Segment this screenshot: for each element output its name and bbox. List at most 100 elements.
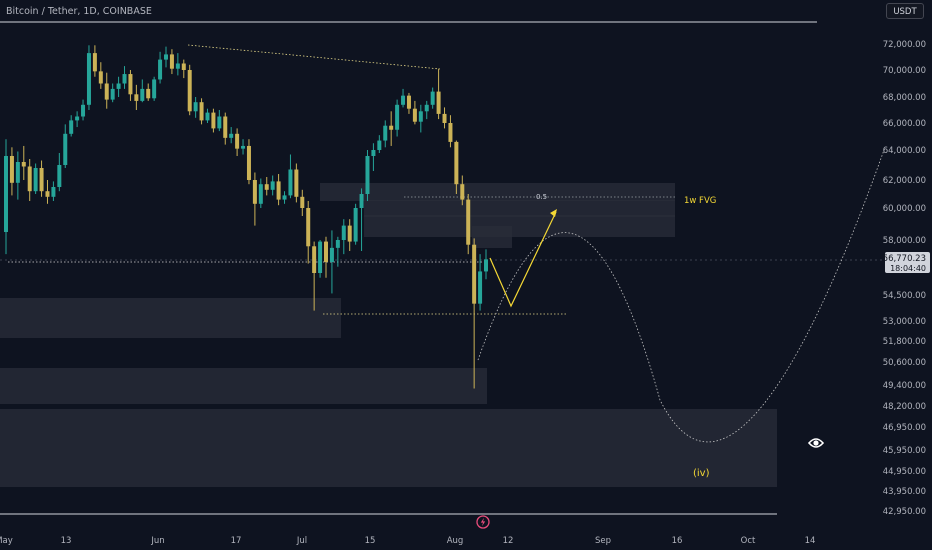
lightning-icon[interactable] bbox=[476, 515, 490, 529]
candle-body bbox=[15, 162, 20, 183]
y-tick-label: 45,950.00 bbox=[883, 446, 926, 456]
candle-body bbox=[164, 54, 168, 60]
candle-body bbox=[442, 113, 447, 123]
candle-body bbox=[33, 168, 38, 192]
currency-selector[interactable]: USDT bbox=[886, 3, 924, 19]
y-tick-label: 62,000.00 bbox=[883, 176, 926, 186]
candle-body bbox=[140, 88, 145, 101]
candle-body bbox=[264, 184, 269, 190]
candle-body bbox=[27, 166, 32, 192]
y-tick-label: 46,950.00 bbox=[883, 423, 926, 433]
y-tick-label: 53,000.00 bbox=[883, 317, 926, 327]
y-tick-label: 42,950.00 bbox=[883, 507, 926, 517]
candle-body bbox=[134, 94, 139, 101]
candle-body bbox=[199, 102, 204, 121]
fvg-zone bbox=[364, 215, 675, 237]
candle-body bbox=[169, 54, 174, 69]
candle-body bbox=[288, 169, 293, 196]
candle-body bbox=[484, 259, 488, 272]
y-tick-label: 50,600.00 bbox=[883, 358, 926, 368]
candle-body bbox=[389, 125, 394, 130]
candle-body bbox=[258, 184, 263, 204]
candle-body bbox=[412, 108, 417, 122]
current-price-tag bbox=[885, 252, 930, 273]
candle-body bbox=[377, 140, 382, 150]
candle-body bbox=[472, 244, 477, 304]
candle-body bbox=[104, 83, 109, 100]
candle-body bbox=[211, 112, 216, 129]
candle-body bbox=[341, 225, 346, 240]
x-tick-label: Jun bbox=[150, 536, 164, 546]
candle-body bbox=[406, 95, 411, 109]
candle-body bbox=[235, 133, 240, 149]
candle-body bbox=[205, 112, 210, 121]
candle-body bbox=[371, 150, 376, 156]
y-tick-label: 66,000.00 bbox=[883, 119, 926, 129]
x-tick-label: May bbox=[0, 536, 13, 546]
candle-body bbox=[418, 111, 423, 122]
candle-body bbox=[300, 196, 305, 208]
candle-body bbox=[395, 104, 400, 130]
x-tick-label: Aug bbox=[447, 536, 464, 546]
fvg-label: 1w FVG bbox=[684, 196, 716, 206]
candle-body bbox=[9, 156, 14, 183]
candle-body bbox=[217, 116, 222, 129]
candle-body bbox=[276, 181, 281, 200]
candle-body bbox=[21, 162, 26, 167]
candle-body bbox=[241, 145, 246, 149]
fvg-zone bbox=[0, 368, 487, 404]
fvg-zone bbox=[0, 298, 341, 338]
x-tick-label: Oct bbox=[741, 536, 756, 546]
x-tick-label: 15 bbox=[365, 536, 376, 546]
candle-body bbox=[365, 156, 370, 194]
fvg-zone bbox=[0, 409, 777, 487]
candle-body bbox=[187, 70, 192, 112]
current-price-value: 56,770.23 bbox=[883, 254, 926, 264]
candle-body bbox=[63, 133, 68, 165]
y-tick-label: 43,950.00 bbox=[883, 487, 926, 497]
arrow-head bbox=[550, 209, 557, 217]
candle-body bbox=[353, 208, 358, 242]
candle-body bbox=[347, 225, 352, 242]
candle-body bbox=[81, 104, 86, 117]
candle-countdown: 18:04:40 bbox=[890, 264, 926, 273]
wave-label: (iv) bbox=[693, 468, 710, 479]
candle-body bbox=[181, 63, 186, 70]
y-tick-label: 54,500.00 bbox=[883, 291, 926, 301]
fvg-zone bbox=[472, 226, 512, 248]
x-tick-label: Sep bbox=[595, 536, 611, 546]
candle-body bbox=[335, 240, 340, 248]
candle-body bbox=[128, 74, 133, 95]
candle-body bbox=[152, 79, 157, 99]
x-tick-label: Jul bbox=[296, 536, 307, 546]
fvg-zone bbox=[364, 200, 675, 217]
projection-curve bbox=[477, 149, 885, 443]
y-tick-label: 72,000.00 bbox=[883, 40, 926, 50]
x-tick-label: 13 bbox=[61, 536, 72, 546]
candle-body bbox=[466, 199, 471, 245]
candle-body bbox=[401, 95, 406, 105]
candle-body bbox=[324, 241, 328, 262]
candle-body bbox=[116, 83, 121, 89]
candle-body bbox=[246, 145, 251, 180]
candle-body bbox=[306, 208, 311, 247]
candle-body bbox=[383, 125, 388, 141]
y-tick-label: 68,000.00 bbox=[883, 93, 926, 103]
candle-body bbox=[158, 59, 163, 80]
eye-icon[interactable] bbox=[808, 436, 824, 450]
candle-body bbox=[436, 91, 441, 114]
candle-body bbox=[4, 156, 8, 232]
candle-body bbox=[110, 88, 115, 100]
candle-body bbox=[329, 247, 334, 262]
candle-body bbox=[86, 53, 91, 105]
x-tick-label: 12 bbox=[503, 536, 514, 546]
candle-body bbox=[229, 133, 234, 138]
candle-body bbox=[51, 187, 56, 197]
candle-body bbox=[448, 123, 453, 142]
y-tick-label: 49,400.00 bbox=[883, 381, 926, 391]
y-tick-label: 70,000.00 bbox=[883, 66, 926, 76]
candle-body bbox=[193, 102, 198, 112]
candle-body bbox=[57, 165, 62, 187]
